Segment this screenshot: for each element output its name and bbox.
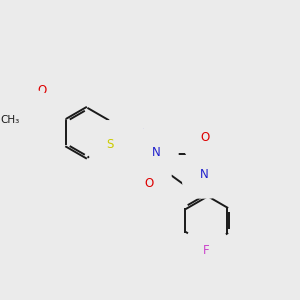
Text: N: N (152, 146, 161, 159)
Text: O: O (201, 130, 210, 144)
Text: CH₃: CH₃ (1, 115, 20, 125)
Text: S: S (40, 101, 48, 114)
Text: F: F (203, 244, 210, 257)
Text: S: S (106, 138, 114, 151)
Text: N: N (200, 168, 208, 181)
Text: O: O (25, 108, 34, 121)
Text: O: O (145, 177, 154, 190)
Text: N: N (142, 127, 151, 140)
Text: H: H (155, 140, 162, 150)
Text: O: O (37, 85, 46, 98)
